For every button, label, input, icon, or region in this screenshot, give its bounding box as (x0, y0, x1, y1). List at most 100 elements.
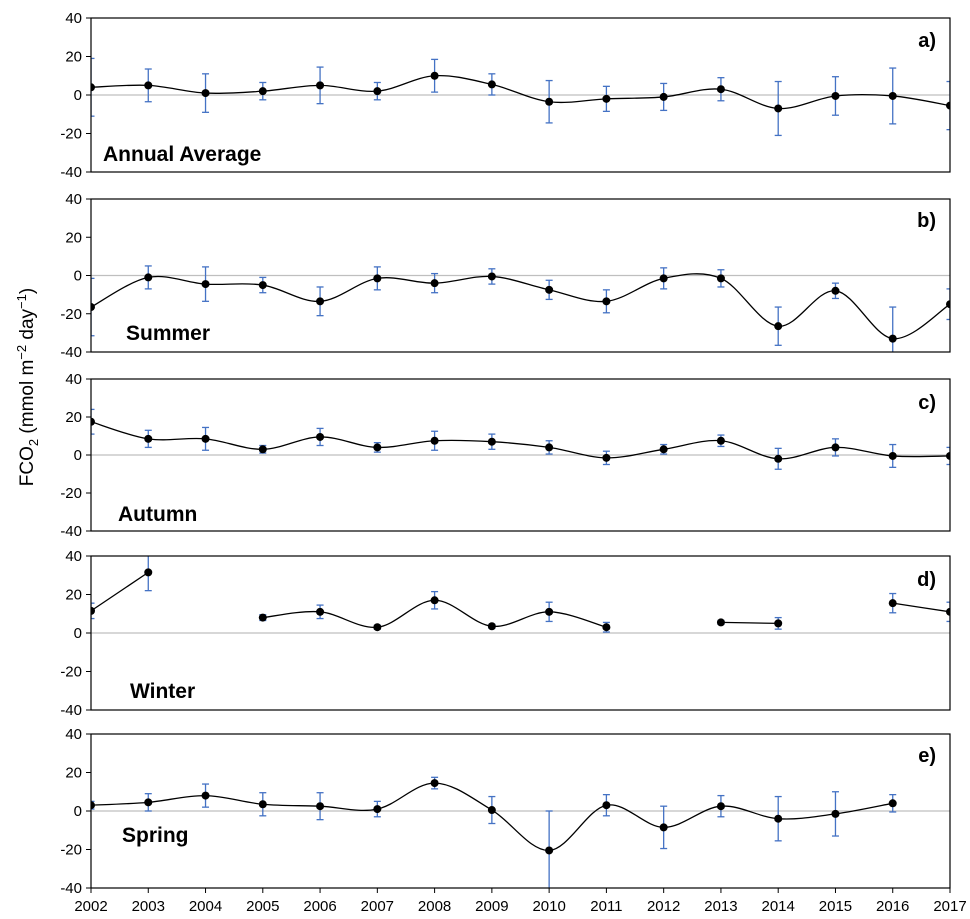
y-tick-label: -20 (60, 126, 82, 143)
data-point (545, 97, 554, 106)
data-point (316, 802, 325, 811)
panel-label: Winter (130, 680, 195, 703)
y-tick-label: 20 (65, 765, 82, 782)
y-tick-label: 40 (65, 726, 82, 743)
data-point (831, 809, 840, 818)
data-point (316, 81, 325, 90)
data-point (831, 443, 840, 452)
data-point (373, 623, 382, 632)
data-point (91, 83, 95, 92)
x-tick-label: 2011 (590, 898, 622, 915)
x-tick-label: 2007 (361, 898, 394, 915)
data-point (144, 568, 153, 577)
panel-frame (90, 555, 951, 711)
series-line (720, 621, 779, 625)
x-tick-label: 2017 (933, 898, 966, 915)
data-point (946, 451, 950, 460)
x-tick-label: 2002 (74, 898, 107, 915)
data-point (602, 801, 611, 810)
data-point (487, 80, 496, 89)
data-point (144, 273, 153, 282)
y-tick-label: 0 (74, 625, 82, 642)
y-tick-label: -20 (60, 842, 82, 859)
error-bar (946, 446, 950, 466)
data-point (258, 613, 267, 622)
data-point (373, 87, 382, 96)
y-tick-label: -40 (60, 164, 82, 181)
y-tick-label: -40 (60, 702, 82, 719)
data-point (316, 607, 325, 616)
data-point (487, 806, 496, 815)
data-point (91, 303, 95, 312)
panel-frame (90, 378, 951, 532)
y-tick-label: 0 (74, 447, 82, 464)
x-tick-label: 2006 (303, 898, 336, 915)
x-tick-label: 2009 (475, 898, 508, 915)
series-line (91, 273, 950, 340)
data-point (602, 623, 611, 632)
y-tick-label: -40 (60, 344, 82, 361)
data-point (201, 791, 210, 800)
x-tick-label: 2004 (189, 898, 222, 915)
y-tick-label: -40 (60, 523, 82, 540)
panel-letter: a) (918, 30, 936, 52)
panel-label: Spring (122, 824, 189, 847)
data-point (430, 436, 439, 445)
x-tick-label: 2010 (532, 898, 565, 915)
error-bar (946, 80, 950, 131)
y-tick-label: 20 (65, 587, 82, 604)
data-point (487, 622, 496, 631)
data-point (201, 280, 210, 289)
series-line (892, 602, 950, 613)
data-point (946, 300, 950, 309)
panel-frame (90, 733, 951, 889)
data-point (659, 445, 668, 454)
data-point (487, 272, 496, 281)
y-tick-label: 40 (65, 548, 82, 565)
data-point (258, 281, 267, 290)
error-bar (91, 602, 95, 620)
panel-label: Summer (126, 322, 210, 345)
data-point (602, 297, 611, 306)
panel-letter: c) (918, 392, 936, 414)
data-point (774, 619, 783, 628)
data-point (831, 91, 840, 100)
error-bar (91, 800, 95, 810)
x-tick-label: 2013 (704, 898, 737, 915)
data-point (316, 432, 325, 441)
data-point (201, 434, 210, 443)
y-tick-label: -20 (60, 306, 82, 323)
data-point (545, 607, 554, 616)
panel-b: -40 -20 0 20 40 b) Summer (60, 191, 951, 361)
data-point (716, 85, 725, 94)
y-tick-label: 20 (65, 49, 82, 66)
panel-frame (90, 17, 951, 173)
y-tick-label: 40 (65, 191, 82, 208)
data-point (91, 801, 95, 810)
data-point (201, 89, 210, 98)
data-point (946, 101, 950, 110)
data-point (888, 599, 897, 608)
data-point (373, 805, 382, 814)
panel-label: Annual Average (103, 143, 261, 166)
data-point (545, 846, 554, 855)
panel-c: -40 -20 0 20 40 c) Autumn (60, 371, 951, 540)
data-point (373, 443, 382, 452)
panel-a: -40 -20 0 20 40 a) Annual Average (60, 10, 951, 181)
data-point (144, 81, 153, 90)
series-line (91, 74, 950, 110)
data-point (373, 274, 382, 283)
data-point (487, 437, 496, 446)
data-point (316, 297, 325, 306)
data-point (716, 436, 725, 445)
error-bar (946, 288, 950, 321)
panel-e: -40 -20 0 20 40 e) Spring (60, 726, 951, 897)
data-point (888, 334, 897, 343)
y-tick-label: -20 (60, 485, 82, 502)
data-point (716, 802, 725, 811)
x-tick-label: 2014 (762, 898, 795, 915)
data-point (430, 779, 439, 788)
panel-frame (90, 198, 951, 353)
data-point (602, 94, 611, 103)
